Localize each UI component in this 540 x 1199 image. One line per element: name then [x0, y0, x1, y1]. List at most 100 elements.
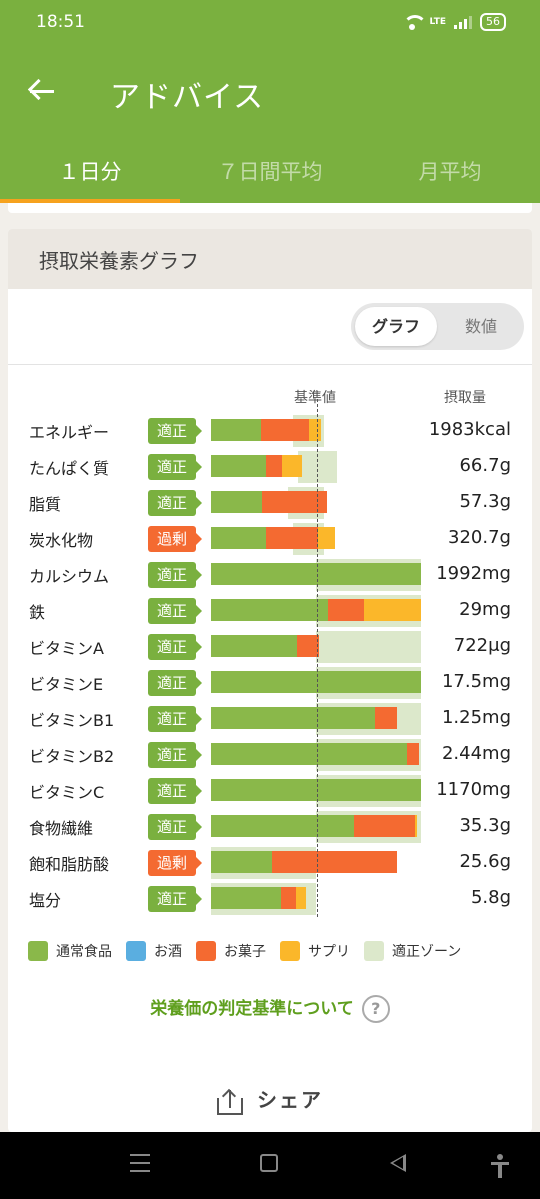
- status-badge: 適正: [148, 634, 202, 660]
- period-tabs: １日分 ７日間平均 月平均: [0, 146, 540, 203]
- nutrient-name: ビタミンA: [29, 639, 104, 658]
- bar-segment-snacks: [407, 743, 419, 765]
- status-badge: 適正: [148, 886, 202, 912]
- wifi-icon: [403, 15, 428, 30]
- legend-item-alcohol: お酒: [126, 941, 182, 961]
- battery-icon: 56: [480, 13, 506, 31]
- nutrient-name: 塩分: [29, 891, 62, 910]
- intake-value: 66.7g: [459, 455, 511, 476]
- intake-bar: [211, 485, 421, 521]
- legend-item-snacks: お菓子: [196, 941, 266, 961]
- recent-apps-icon[interactable]: [130, 1154, 150, 1172]
- nutrient-name: 鉄: [29, 603, 46, 622]
- legend-label: お酒: [154, 944, 182, 960]
- share-button[interactable]: シェア: [8, 1084, 532, 1116]
- nutrient-row: 炭水化物 過剰 320.7g: [8, 521, 532, 557]
- bar-segment-regular-food: [211, 455, 266, 477]
- intake-value: 17.5mg: [441, 671, 511, 692]
- status-badge: 適正: [148, 490, 202, 516]
- status-badge: 過剰: [148, 850, 202, 876]
- tab-monthly-average[interactable]: 月平均: [418, 160, 482, 184]
- accessibility-icon[interactable]: [490, 1154, 510, 1178]
- bar-segment-regular-food: [211, 743, 407, 765]
- intake-bar: [211, 809, 421, 845]
- status-badge: 過剰: [148, 526, 202, 552]
- intake-value: 2.44mg: [441, 743, 511, 764]
- intake-bar: [211, 449, 421, 485]
- intake-bar: [211, 881, 421, 917]
- intake-bar: [211, 593, 421, 629]
- intake-bar: [211, 521, 421, 557]
- criteria-link-label[interactable]: 栄養価の判定基準について: [150, 999, 354, 1019]
- bar-segment-snacks: [375, 707, 397, 729]
- bar-segment-supplements: [415, 815, 417, 837]
- signal-icon: [454, 15, 472, 29]
- app-bar: アドバイス １日分 ７日間平均 月平均: [0, 46, 540, 203]
- status-badge: 適正: [148, 418, 202, 444]
- nutrient-name: エネルギー: [29, 423, 110, 442]
- intake-header: 摂取量: [444, 390, 486, 406]
- bar-segment-regular-food: [211, 887, 281, 909]
- nutrient-name: 飽和脂肪酸: [29, 855, 110, 874]
- bar-segment-snacks: [354, 815, 415, 837]
- intake-bar: [211, 737, 421, 773]
- share-label[interactable]: シェア: [257, 1088, 323, 1112]
- legend-item-regular-food: 通常食品: [28, 941, 112, 961]
- intake-value: 1170mg: [436, 779, 511, 800]
- criteria-help-link[interactable]: 栄養価の判定基準について?: [8, 994, 532, 1023]
- intake-value: 25.6g: [459, 851, 511, 872]
- back-arrow-icon[interactable]: [27, 78, 56, 104]
- toggle-graph-button[interactable]: グラフ: [355, 307, 437, 346]
- bar-segment-regular-food: [211, 419, 261, 441]
- legend-swatch: [28, 941, 48, 961]
- bar-segment-regular-food: [211, 527, 266, 549]
- nutrient-name: ビタミンB2: [29, 747, 115, 766]
- bar-segment-regular-food: [211, 815, 354, 837]
- status-badge: 適正: [148, 562, 202, 588]
- bar-segment-regular-food: [211, 563, 421, 585]
- bar-segment-snacks: [281, 887, 296, 909]
- previous-card-edge: [8, 203, 532, 213]
- nutrient-name: 炭水化物: [29, 531, 94, 550]
- intake-bar: [211, 773, 421, 809]
- card-title: 摂取栄養素グラフ: [8, 229, 532, 289]
- bar-segment-snacks: [328, 599, 364, 621]
- nutrient-row: 脂質 適正 57.3g: [8, 485, 532, 521]
- nutrient-row: ビタミンA 適正 722μg: [8, 629, 532, 665]
- bar-segment-regular-food: [211, 599, 328, 621]
- status-badge: 適正: [148, 706, 202, 732]
- intake-value: 722μg: [453, 635, 511, 656]
- nutrient-row: ビタミンC 適正 1170mg: [8, 773, 532, 809]
- intake-bar: [211, 629, 421, 665]
- bar-segment-supplements: [309, 419, 321, 441]
- intake-value: 1983kcal: [428, 419, 511, 440]
- system-back-icon[interactable]: [390, 1154, 406, 1172]
- intake-value: 57.3g: [459, 491, 511, 512]
- toggle-numeric-button[interactable]: 数値: [464, 317, 497, 336]
- nutrient-row: 塩分 適正 5.8g: [8, 881, 532, 917]
- tab-7day-average[interactable]: ７日間平均: [217, 160, 323, 184]
- nutrient-name: ビタミンE: [29, 675, 104, 694]
- status-bar: 18:51 LTE 56: [0, 0, 540, 46]
- bar-segment-regular-food: [211, 635, 297, 657]
- nutrient-row: 鉄 適正 29mg: [8, 593, 532, 629]
- system-nav-bar: [0, 1132, 540, 1199]
- tab-daily[interactable]: １日分: [0, 146, 180, 203]
- legend-item-supplements: サプリ: [280, 941, 350, 961]
- nutrient-name: カルシウム: [29, 567, 110, 586]
- bar-segment-regular-food: [211, 851, 272, 873]
- legend-label: お菓子: [224, 944, 266, 960]
- nutrient-row: ビタミンB2 適正 2.44mg: [8, 737, 532, 773]
- home-icon[interactable]: [260, 1154, 278, 1172]
- intake-value: 5.8g: [470, 887, 511, 908]
- bar-segment-supplements: [296, 887, 306, 909]
- status-icons: LTE 56: [403, 13, 506, 31]
- nutrient-name: たんぱく質: [29, 459, 110, 478]
- share-icon[interactable]: [217, 1088, 243, 1116]
- standard-value-header: 基準値: [294, 390, 336, 406]
- intake-value: 35.3g: [459, 815, 511, 836]
- status-badge: 適正: [148, 670, 202, 696]
- intake-value: 29mg: [459, 599, 511, 620]
- bar-segment-regular-food: [211, 707, 375, 729]
- help-icon[interactable]: ?: [361, 995, 390, 1023]
